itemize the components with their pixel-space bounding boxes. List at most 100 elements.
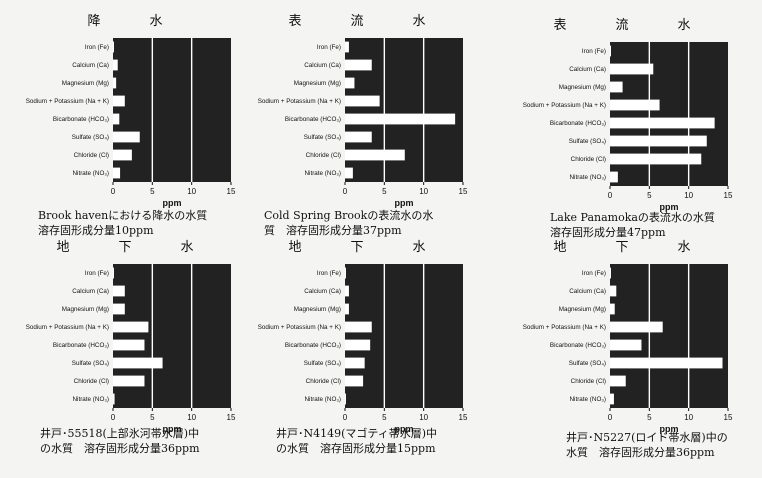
- chart-caption: Lake Panamokaの表流水の水質 溶存固形成分量47ppm: [550, 211, 715, 239]
- category-label: Magnesium (Mg): [62, 306, 109, 313]
- chart-panel-well-n5227: 地 下 水 Iron (Fe) Calcium (Ca) Magnesium (Mg…: [497, 236, 747, 466]
- bar: [113, 113, 120, 125]
- bar: [610, 267, 611, 279]
- tick-label: 0: [111, 413, 116, 422]
- category-label: Sulfate (SO₄): [569, 138, 606, 145]
- category-label: Chloride (Cl): [571, 156, 606, 163]
- bar: [345, 357, 365, 369]
- category-label: Nitrate (NO₃): [73, 170, 110, 177]
- tick-label: 5: [647, 191, 652, 200]
- category-label: Chloride (Cl): [74, 152, 109, 159]
- category-label: Calcium (Ca): [304, 62, 341, 69]
- bar: [345, 113, 456, 125]
- plot-background: [345, 264, 463, 408]
- bar: [610, 357, 723, 369]
- x-axis-label: ppm: [163, 424, 182, 434]
- category-label: Magnesium (Mg): [559, 84, 606, 91]
- tick-label: 0: [608, 191, 613, 200]
- chart-caption: 井戸･55518(上部氷河帯水層)中 の水質 溶存固形成分量36ppm: [40, 427, 200, 455]
- chart-title: 地 下 水: [553, 240, 709, 255]
- tick-label: 5: [150, 413, 155, 422]
- bar: [345, 149, 405, 161]
- category-label: Magnesium (Mg): [62, 80, 109, 87]
- category-label: Sodium + Potassium (Na + K): [523, 324, 606, 331]
- category-label: Iron (Fe): [85, 44, 109, 51]
- bar: [345, 321, 372, 333]
- chart-caption: Cold Spring Brookの表流水の水 質 溶存固形成分量37ppm: [264, 209, 434, 237]
- category-label: Bicarbonate (HCO₃): [550, 120, 606, 127]
- category-label: Nitrate (NO₃): [305, 170, 342, 177]
- category-label: Nitrate (NO₃): [73, 396, 110, 403]
- bar: [113, 167, 121, 179]
- category-label: Calcium (Ca): [569, 66, 606, 73]
- category-label: Chloride (Cl): [571, 378, 606, 385]
- chart-panel-cold-spring: 表 流 水 Iron (Fe) Calcium (Ca) Magnesium (Mg…: [232, 10, 482, 240]
- bar: [113, 339, 145, 351]
- tick-label: 10: [684, 413, 693, 422]
- category-label: Calcium (Ca): [304, 288, 341, 295]
- tick-label: 15: [724, 191, 733, 200]
- category-label: Sodium + Potassium (Na + K): [26, 98, 109, 105]
- chart-svg: Iron (Fe) Calcium (Ca) Magnesium (Mg) Sodiu…: [258, 38, 468, 208]
- bar: [610, 285, 617, 297]
- bar: [113, 149, 132, 161]
- plot-background: [610, 264, 728, 408]
- bar: [113, 131, 140, 143]
- bar: [345, 267, 346, 279]
- bar: [610, 375, 626, 387]
- chart-caption: Brook havenにおける降水の水質 溶存固形成分量10ppm: [38, 209, 208, 237]
- bar: [113, 357, 163, 369]
- chart-panel-well-n4149: 地 下 水 Iron (Fe) Calcium (Ca) Magnesium (Mg…: [232, 236, 482, 466]
- tick-label: 0: [111, 187, 116, 196]
- category-label: Magnesium (Mg): [559, 306, 606, 313]
- bar: [610, 81, 623, 93]
- category-label: Bicarbonate (HCO₃): [53, 342, 109, 349]
- chart-title: 降 水: [87, 14, 181, 29]
- x-axis-label: ppm: [395, 424, 414, 434]
- category-label: Bicarbonate (HCO₃): [285, 342, 341, 349]
- category-label: Calcium (Ca): [569, 288, 606, 295]
- category-label: Sodium + Potassium (Na + K): [258, 98, 341, 105]
- category-label: Sodium + Potassium (Na + K): [523, 102, 606, 109]
- plot-background: [113, 38, 231, 182]
- bar: [113, 303, 125, 315]
- category-label: Iron (Fe): [317, 44, 341, 51]
- bar: [610, 393, 614, 405]
- bar: [113, 59, 118, 71]
- x-axis-label: ppm: [660, 424, 679, 434]
- bar: [113, 41, 114, 53]
- bar: [113, 375, 145, 387]
- category-label: Nitrate (NO₃): [305, 396, 342, 403]
- tick-label: 15: [724, 413, 733, 422]
- tick-label: 10: [419, 413, 428, 422]
- category-label: Chloride (Cl): [74, 378, 109, 385]
- chart-panel-rain: 降 水 Iron (Fe) Calcium (Ca) Magnesium (Mg) S…: [0, 10, 250, 240]
- chart-title: 地 下 水: [56, 240, 212, 255]
- bar: [345, 131, 372, 143]
- bar: [610, 339, 642, 351]
- category-label: Calcium (Ca): [72, 62, 109, 69]
- category-label: Chloride (Cl): [306, 378, 341, 385]
- category-label: Sulfate (SO₄): [304, 134, 341, 141]
- chart-panel-lake-panamoka: 表 流 水 Iron (Fe) Calcium (Ca) Magnesium (Mg…: [497, 14, 747, 244]
- bar: [345, 41, 349, 53]
- bar: [113, 285, 125, 297]
- category-label: Nitrate (NO₃): [570, 396, 607, 403]
- tick-label: 5: [647, 413, 652, 422]
- category-label: Calcium (Ca): [72, 288, 109, 295]
- chart-svg: Iron (Fe) Calcium (Ca) Magnesium (Mg) Sodiu…: [523, 42, 733, 212]
- chart-panel-well-55518: 地 下 水 Iron (Fe) Calcium (Ca) Magnesium (Mg…: [0, 236, 250, 466]
- tick-label: 15: [459, 413, 468, 422]
- category-label: Sodium + Potassium (Na + K): [26, 324, 109, 331]
- category-label: Sodium + Potassium (Na + K): [258, 324, 341, 331]
- category-label: Iron (Fe): [317, 270, 341, 277]
- category-label: Chloride (Cl): [306, 152, 341, 159]
- tick-label: 10: [187, 187, 196, 196]
- bar: [345, 303, 349, 315]
- bar: [113, 267, 114, 279]
- x-axis-label: ppm: [163, 198, 182, 208]
- category-label: Bicarbonate (HCO₃): [550, 342, 606, 349]
- chart-title: 表 流 水: [553, 18, 709, 33]
- chart-svg: Iron (Fe) Calcium (Ca) Magnesium (Mg) Sodiu…: [258, 264, 468, 434]
- tick-label: 15: [459, 187, 468, 196]
